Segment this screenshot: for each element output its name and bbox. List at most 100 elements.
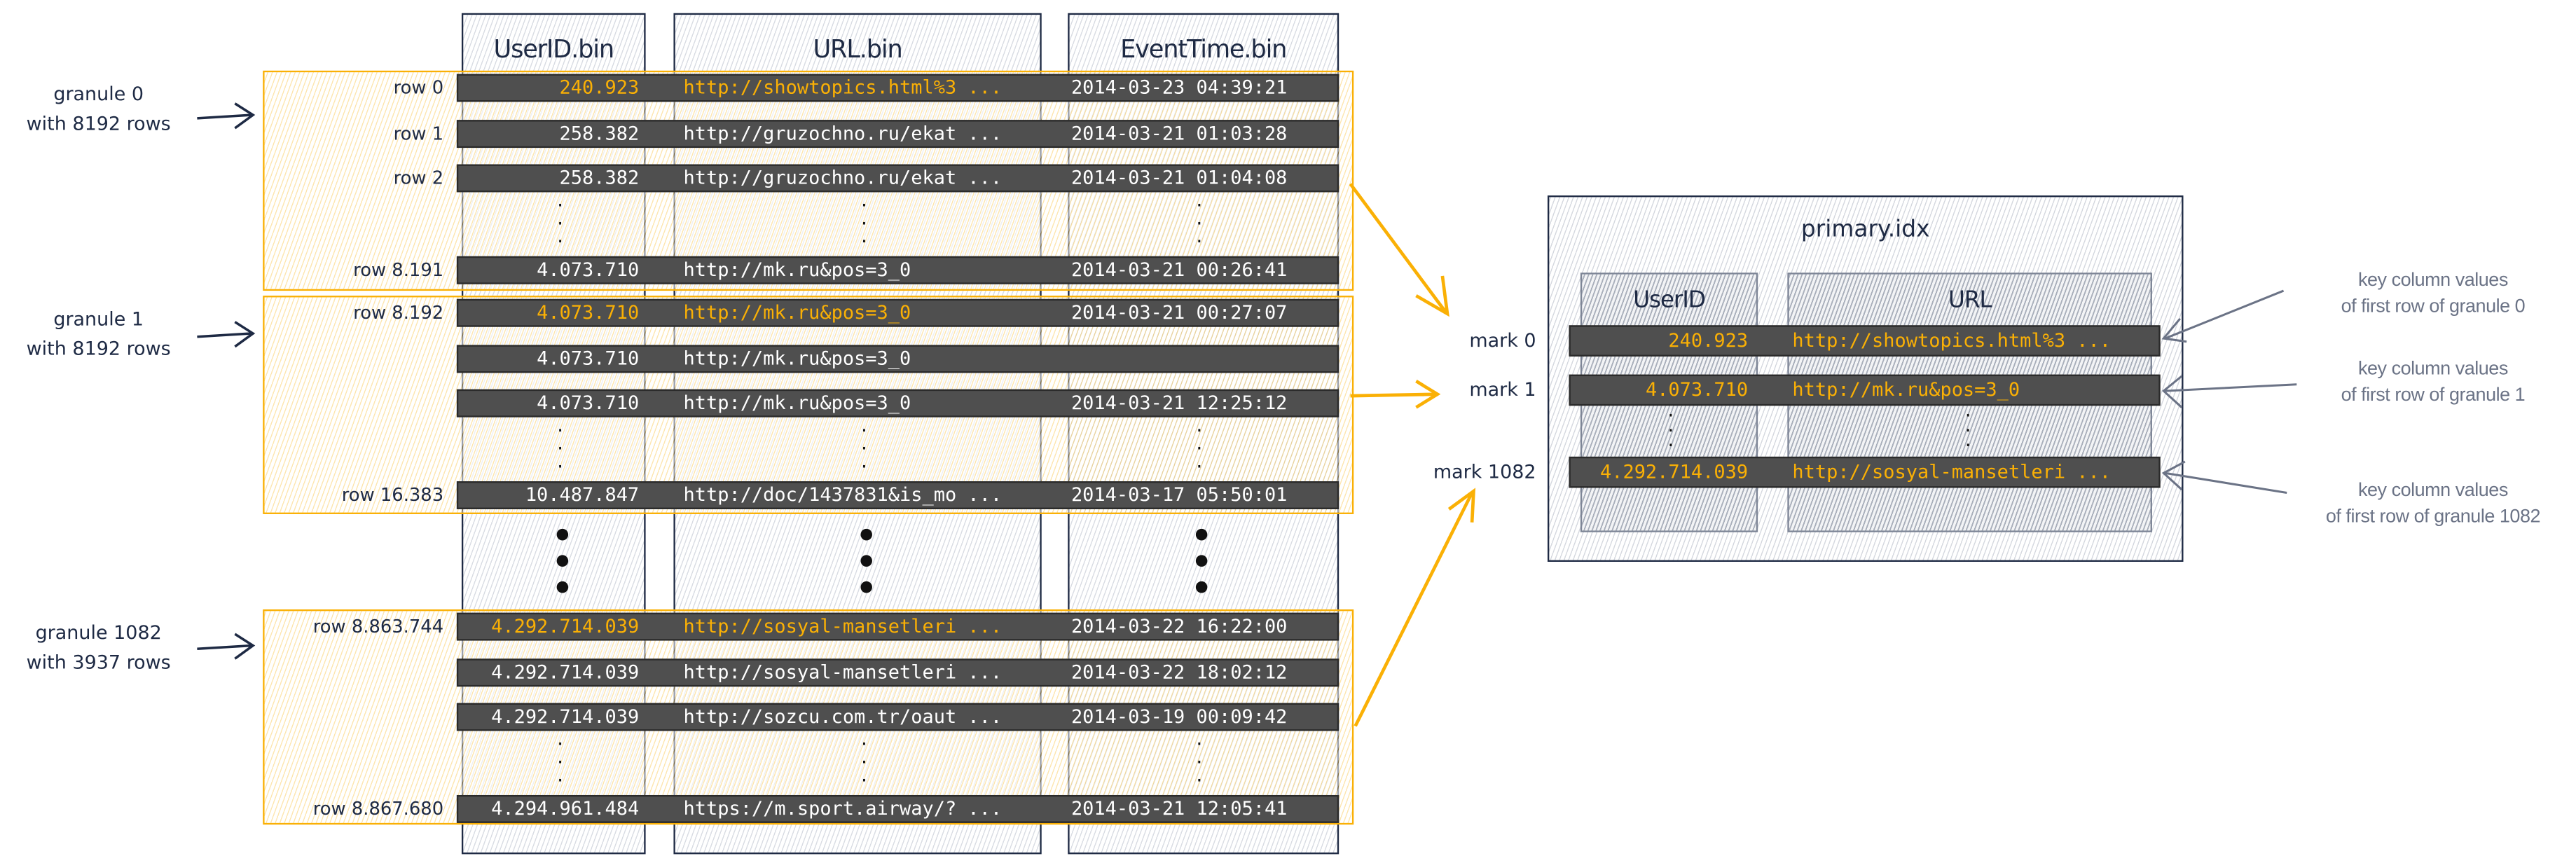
annotation-line2: of first row of granule 0 [2341,297,2526,317]
url-cell: http://mk.ru&pos=3_0 [683,301,911,324]
granule-sublabel: with 3937 rows [26,650,171,674]
url-cell: http://showtopics.html%3 ... [683,75,1003,99]
table-row: 4.073.710 http://mk.ru&pos=3_0 2014-03-21 … [456,298,1339,327]
arrow-icon [2162,375,2297,408]
annotation-line1: key column values [2357,270,2508,291]
eventtime-cell: 2014-03-21 00:27:07 [1070,301,1288,324]
table-row: 240.923 http://showtopics.html%3 ... 2014-… [456,74,1339,102]
index-mark-row: 4.073.710 http://mk.ru&pos=3_0 [1569,374,2161,406]
table-row: 4.292.714.039 http://sosyal-mansetleri ..… [456,658,1339,687]
index-column-header: URL [1948,287,1992,314]
userid-cell: 4.292.714.039 [491,705,640,728]
url-cell: http://sozcu.com.tr/oaut ... [683,705,1003,728]
ellipsis-dots: · · · [557,732,564,792]
arrow-icon [2161,289,2285,343]
table-row: 4.073.710 http://mk.ru&pos=3_0 2014-03-21 … [456,256,1339,284]
arrow-icon [1350,380,1441,409]
ellipsis-dots: · · · [1964,403,1971,457]
url-cell: http://sosyal-mansetleri ... [683,660,1003,684]
userid-cell: 4.294.961.484 [491,796,640,820]
table-row: 4.292.714.039 http://sosyal-mansetleri ..… [456,612,1339,641]
arrow-icon [2161,460,2287,495]
ellipsis-dots: · · · [860,732,867,792]
userid-cell: 4.292.714.039 [491,660,640,684]
mark-userid-cell: 240.923 [1668,329,1749,352]
userid-cell: 4.073.710 [537,301,640,324]
eventtime-cell: 2014-03-21 01:03:28 [1070,121,1288,145]
mark-url-cell: http://sosyal-mansetleri ... [1792,460,2112,483]
eventtime-cell: 2014-03-23 04:39:21 [1070,75,1288,99]
mark-userid-cell: 4.073.710 [1645,378,1749,401]
eventtime-cell: 2014-03-22 18:02:12 [1070,660,1288,684]
ellipsis-dots: · · · [860,193,867,254]
row-label: row 8.867.680 [312,798,444,820]
arrow-icon [197,633,256,660]
eventtime-cell: 2014-03-21 01:04:08 [1070,165,1288,189]
mark-label: mark 1 [1469,378,1536,401]
granule-label: granule 0 [53,82,144,106]
mark-userid-cell: 4.292.714.039 [1599,460,1749,483]
url-cell: http://gruzochno.ru/ekat ... [683,165,1003,189]
table-row: 4.292.714.039 http://sozcu.com.tr/oaut ..… [456,703,1339,731]
ellipsis-dots: · · · [860,418,867,478]
userid-cell: 4.073.710 [537,346,640,370]
annotation-arrows [2161,289,2297,495]
table-row: 4.073.710 http://mk.ru&pos=3_0 [456,345,1339,373]
row-label: row 8.863.744 [312,616,444,637]
ellipsis-dots: · · · [1667,403,1674,457]
annotation-line2: of first row of granule 1 [2341,386,2526,406]
userid-cell: 4.292.714.039 [491,614,640,637]
table-row: 258.382 http://gruzochno.ru/ekat ... 2014-… [456,120,1339,149]
ellipsis-dots: · · · [557,193,564,254]
userid-cell: 10.487.847 [525,483,640,506]
userid-cell: 240.923 [559,75,640,99]
granule-arrows [197,102,256,660]
table-row: 4.073.710 http://mk.ru&pos=3_0 2014-03-21 … [456,389,1339,417]
column-header: UserID.bin [493,34,614,64]
eventtime-cell: 2014-03-21 12:25:12 [1070,391,1288,414]
granule-label: granule 1 [53,307,144,331]
row-label: row 1 [393,123,444,145]
userid-cell: 4.073.710 [537,258,640,281]
column-header: URL.bin [813,34,902,64]
arrow-icon [197,321,256,348]
granule-sublabel: with 8192 rows [26,111,171,135]
eventtime-cell: 2014-03-19 00:09:42 [1070,705,1288,728]
granule-sublabel: with 8192 rows [26,336,171,360]
mark-url-cell: http://mk.ru&pos=3_0 [1792,378,2020,401]
table-row: 4.294.961.484 https://m.sport.airway/? ..… [456,794,1339,823]
url-cell: http://mk.ru&pos=3_0 [683,258,911,281]
eventtime-cell: 2014-03-21 00:26:41 [1070,258,1288,281]
granule-label: granule 1082 [35,621,162,644]
column-header: EventTime.bin [1120,34,1287,64]
mark-label: mark 0 [1469,329,1536,352]
annotation-line1: key column values [2357,481,2508,502]
eventtime-cell: 2014-03-17 05:50:01 [1070,483,1288,506]
annotation-line1: key column values [2357,359,2508,380]
ellipsis-dots: · · · [1196,418,1203,478]
row-label: row 16.383 [341,484,444,506]
ellipsis-dots: · · · [1196,732,1203,792]
ellipsis-dots: · · · [557,418,564,478]
arrow-icon [197,102,256,130]
userid-cell: 4.073.710 [537,391,640,414]
eventtime-cell: 2014-03-22 16:22:00 [1070,614,1288,637]
mark-label: mark 1082 [1433,460,1536,483]
userid-cell: 258.382 [559,121,640,145]
userid-cell: 258.382 [559,165,640,189]
url-cell: http://mk.ru&pos=3_0 [683,346,911,370]
primary-index-title: primary.idx [1800,216,1930,244]
eventtime-cell: 2014-03-21 12:05:41 [1070,796,1288,820]
index-column-header: UserID [1633,287,1706,314]
url-cell: https://m.sport.airway/? ... [683,796,1003,820]
mark-url-cell: http://showtopics.html%3 ... [1792,329,2112,352]
row-label: row 8.192 [353,302,444,324]
row-label: row 0 [393,77,444,99]
table-row: 258.382 http://gruzochno.ru/ekat ... 2014-… [456,164,1339,193]
url-cell: http://mk.ru&pos=3_0 [683,391,911,414]
url-cell: http://doc/1437831&is_mo ... [683,483,1003,506]
mark-arrows [1349,183,1476,727]
arrow-icon [1349,183,1449,317]
